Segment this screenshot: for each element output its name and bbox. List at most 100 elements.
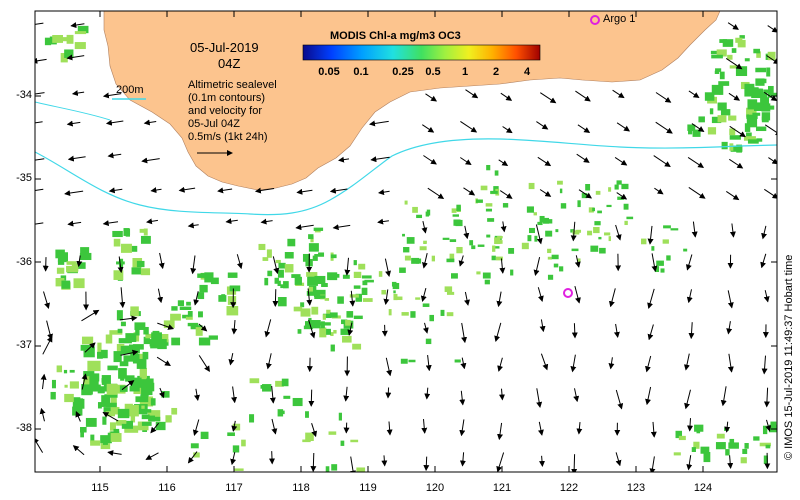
velocity-arrow-icon	[496, 291, 503, 308]
velocity-arrow-icon	[271, 418, 278, 435]
velocity-arrow-icon	[465, 89, 479, 99]
chlorophyll-patch	[187, 322, 199, 327]
chlorophyll-patch	[81, 384, 92, 396]
chlorophyll-patch	[404, 255, 411, 261]
velocity-arrow-icon	[198, 355, 210, 373]
chlorophyll-patch	[747, 114, 756, 122]
chlorophyll-patch	[322, 314, 326, 320]
velocity-arrow-icon	[540, 353, 549, 371]
chlorophyll-patch	[570, 229, 575, 233]
chlorophyll-patch	[731, 48, 737, 53]
velocity-arrow-icon	[157, 288, 164, 304]
chlorophyll-patch	[401, 312, 409, 316]
chlorophyll-patch	[759, 442, 771, 447]
chlorophyll-patch	[559, 188, 563, 194]
chlorophyll-patch	[135, 327, 140, 336]
chlorophyll-patch	[281, 378, 289, 387]
chlorophyll-patch	[446, 258, 455, 263]
chlorophyll-patch	[308, 243, 319, 252]
chlorophyll-patch	[325, 466, 330, 472]
chlorophyll-patch	[404, 200, 408, 205]
chlorophyll-patch	[423, 240, 427, 244]
velocity-arrow-icon	[461, 322, 468, 344]
chlorophyll-patch	[716, 433, 725, 439]
velocity-arrow-icon	[425, 93, 438, 102]
chlorophyll-patch	[768, 85, 774, 93]
velocity-arrow-icon	[117, 256, 124, 274]
chlorophyll-patch	[770, 421, 777, 428]
chlorophyll-patch	[279, 410, 285, 415]
chlorophyll-patch	[717, 102, 727, 111]
velocity-arrow-icon	[651, 253, 658, 272]
chlorophyll-patch	[599, 247, 606, 254]
chlorophyll-patch	[105, 411, 116, 417]
chlorophyll-patch	[292, 397, 303, 407]
chlorophyll-patch	[735, 66, 748, 77]
velocity-arrow-icon	[459, 390, 466, 406]
chlorophyll-patch	[197, 292, 205, 300]
velocity-arrow-icon	[121, 380, 135, 391]
chlorophyll-patch	[747, 99, 758, 110]
chlorophyll-patch	[502, 203, 509, 208]
chlorophyll-patch	[526, 206, 534, 213]
chlorophyll-patch	[408, 359, 416, 363]
chlorophyll-patch	[606, 204, 612, 208]
chlorophyll-patch	[757, 78, 767, 84]
velocity-arrow-icon	[347, 322, 354, 336]
chlorophyll-patch	[86, 379, 99, 391]
chlorophyll-patch	[539, 215, 545, 223]
chlorophyll-patch	[305, 432, 314, 441]
legend-line-1: Altimetric sealevel	[188, 79, 277, 91]
velocity-arrow-icon	[645, 386, 652, 406]
chlorophyll-patch	[247, 474, 252, 479]
chlorophyll-patch	[159, 333, 169, 343]
chlorophyll-patch	[451, 208, 457, 213]
chlorophyll-patch	[113, 238, 121, 247]
velocity-arrow-icon	[725, 57, 743, 70]
chlorophyll-patch	[136, 353, 146, 364]
chlorophyll-patch	[700, 446, 710, 454]
velocity-arrow-icon	[760, 253, 767, 269]
velocity-arrow-icon	[499, 258, 506, 274]
chlorophyll-patch	[101, 378, 107, 383]
chlorophyll-patch	[133, 383, 147, 395]
chlorophyll-patch	[429, 314, 435, 322]
chlorophyll-patch	[227, 432, 235, 437]
chlorophyll-patch	[391, 281, 397, 287]
map-date: 05-Jul-2019	[190, 40, 259, 55]
chlorophyll-layer	[44, 18, 777, 479]
velocity-arrow-icon	[329, 187, 348, 194]
velocity-arrow-icon	[272, 289, 279, 307]
chlorophyll-patch	[151, 332, 162, 342]
chlorophyll-patch	[660, 268, 665, 273]
chlorophyll-patch	[60, 275, 67, 281]
chlorophyll-patch	[240, 472, 245, 478]
chlorophyll-patch	[187, 311, 193, 317]
chlorophyll-patch	[451, 273, 458, 279]
velocity-arrow-icon	[458, 255, 465, 267]
chlorophyll-patch	[446, 291, 455, 295]
chlorophyll-patch	[69, 369, 75, 373]
chlorophyll-patch	[202, 433, 207, 439]
chlorophyll-patch	[598, 236, 602, 240]
velocity-arrow-icon	[500, 221, 507, 233]
chlorophyll-patch	[110, 397, 117, 407]
chlorophyll-patch	[140, 268, 151, 276]
chlorophyll-patch	[171, 337, 181, 346]
velocity-arrow-icon	[141, 157, 160, 164]
velocity-arrow-icon	[691, 221, 698, 238]
chlorophyll-patch	[707, 127, 717, 135]
chlorophyll-patch	[590, 245, 599, 252]
chlorophyll-patch	[533, 212, 537, 216]
chlorophyll-patch	[143, 326, 149, 335]
velocity-arrow-icon	[156, 356, 171, 367]
y-tick-label: -34	[16, 89, 32, 101]
chlorophyll-patch	[577, 200, 581, 208]
velocity-arrow-icon	[308, 389, 315, 407]
chlorophyll-patch	[486, 164, 491, 171]
chlorophyll-patch	[116, 343, 125, 352]
chlorophyll-patch	[321, 283, 328, 288]
chlorophyll-patch	[123, 355, 135, 362]
velocity-arrow-icon	[39, 407, 46, 422]
